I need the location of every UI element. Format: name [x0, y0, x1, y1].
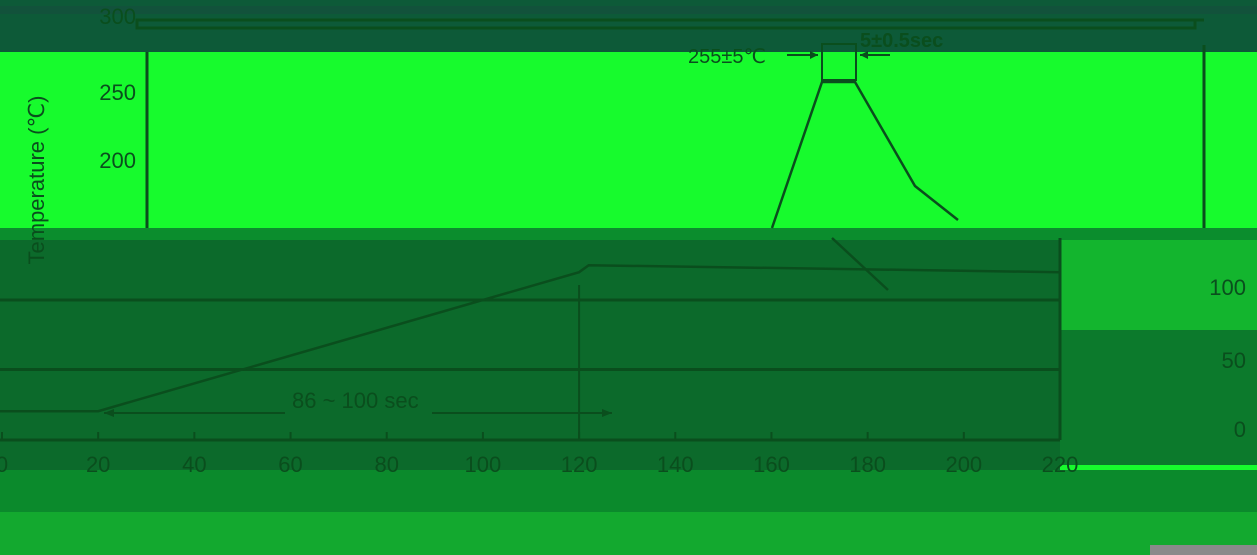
x-tick-label: 200: [945, 452, 982, 477]
y-tick-label: 250: [99, 80, 136, 105]
y-tick-label: 0: [1234, 417, 1246, 442]
x-tick-label: 0: [0, 452, 8, 477]
mid-band-seam: [0, 228, 1257, 240]
right-band-top: [1060, 240, 1257, 330]
series-group: [0, 80, 1061, 413]
grid-upper: [147, 18, 1204, 22]
peak-arrow-left-head: [810, 51, 818, 59]
y-tick-label: 300: [99, 4, 136, 29]
x-tick-label: 40: [182, 452, 206, 477]
peak-dwell-box: [821, 43, 857, 81]
corner-gray-patch: [1150, 545, 1257, 555]
series-line-lower-0: [0, 263, 1061, 413]
bottom-band-lower: [0, 512, 1257, 555]
y-axis-label: Temperature (℃): [24, 96, 49, 265]
preheat-arrow-left-head: [104, 409, 114, 417]
series-line-upper-0: [770, 80, 959, 229]
y-tick-label: 50: [1222, 348, 1246, 373]
x-tick-label: 140: [657, 452, 694, 477]
preheat-arrow-right-head: [602, 409, 612, 417]
ticks-group: 0 20 40 60 80 100 120 140 160 180 200 220 300 250 200 1…: [0, 4, 1246, 477]
x-tick-label: 20: [86, 452, 110, 477]
grid-lower: [0, 238, 1062, 442]
right-band-bottom: [1060, 330, 1257, 465]
x-tick-label: 220: [1042, 452, 1079, 477]
x-tick-label: 80: [374, 452, 398, 477]
peak-arrow-right-head: [860, 51, 868, 59]
preheat-time-label: 86 ~ 100 sec: [292, 388, 419, 413]
peak-annotation: 255±5℃ 5±0.5sec: [688, 30, 943, 81]
preheat-annotation: 86 ~ 100 sec: [104, 388, 612, 417]
x-tick-label: 100: [465, 452, 502, 477]
x-tick-label: 180: [849, 452, 886, 477]
top-dark-stripe: [0, 6, 1257, 14]
y-tick-label: 100: [1209, 275, 1246, 300]
peak-time-label: 5±0.5sec: [860, 30, 943, 52]
peak-temp-label: 255±5℃: [688, 46, 766, 68]
x-tick-label: 120: [561, 452, 598, 477]
series-line-cooling-0: [831, 237, 889, 291]
lower-plot-band: [0, 240, 1060, 470]
y-tick-label: 200: [99, 148, 136, 173]
x-tick-label: 60: [278, 452, 302, 477]
x-tick-label: 160: [753, 452, 790, 477]
